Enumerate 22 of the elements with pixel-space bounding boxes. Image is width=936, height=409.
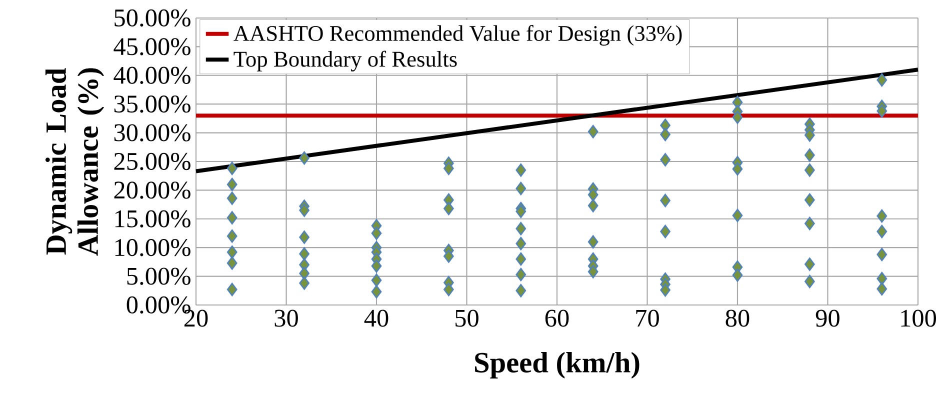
y-tick-label: 10.00% (115, 239, 190, 256)
x-tick-label: 60 (545, 310, 569, 327)
y-tick-label: 30.00% (114, 124, 190, 142)
x-tick-label: 30 (274, 310, 298, 327)
y-tick-label: 40.00% (114, 66, 190, 84)
y-tick-label: 50.00% (114, 9, 190, 27)
y-tick-label: 15.00% (115, 210, 190, 228)
y-tick-label: 20.00% (114, 182, 190, 199)
y-tick-label: 25.00% (114, 152, 190, 170)
x-tick-label: 90 (816, 310, 840, 327)
legend-label: AASHTO Recommended Value for Design (33%) (234, 25, 682, 46)
x-tick-label: 50 (456, 310, 478, 327)
y-tick-label: 35.00% (114, 96, 190, 113)
x-tick-label: 80 (726, 310, 750, 327)
x-tick-label: 100 (901, 310, 936, 327)
x-axis-title: Speed (km/h) (475, 352, 640, 379)
y-axis-title: Dynamic Load Allowance (%) (45, 68, 104, 256)
legend-label: Top Boundary of Results (234, 50, 457, 72)
x-tick-label: 40 (364, 310, 388, 327)
y-tick-label: 5.00% (127, 268, 190, 285)
x-tick-label: 70 (636, 310, 659, 327)
y-tick-label: 45.00% (114, 38, 190, 56)
